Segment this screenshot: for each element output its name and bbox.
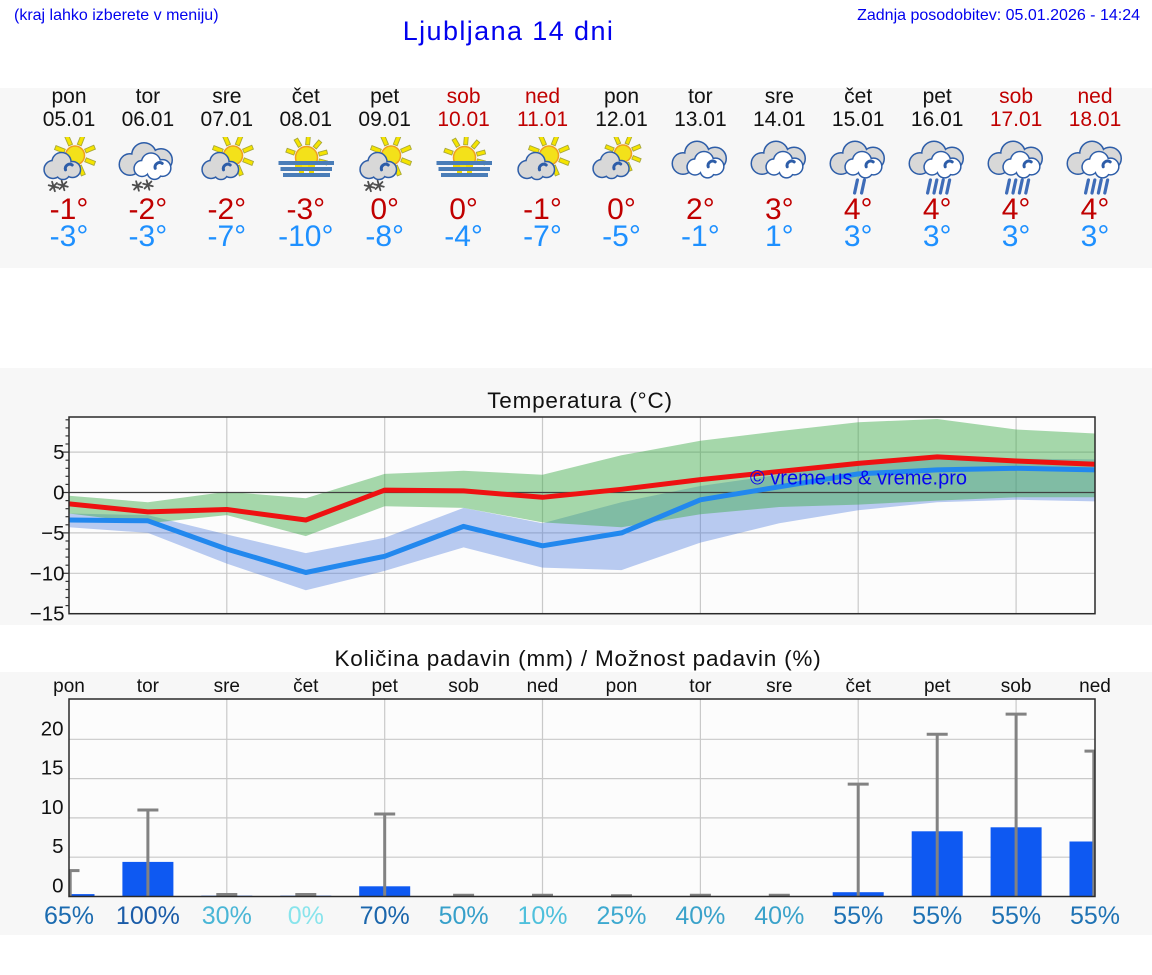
svg-text:čet: čet: [293, 676, 319, 697]
svg-text:−15: −15: [30, 603, 65, 626]
svg-text:−5: −5: [41, 522, 64, 545]
svg-text:ned: ned: [527, 676, 559, 697]
svg-text:čet: čet: [846, 676, 872, 697]
svg-text:15: 15: [41, 757, 64, 780]
svg-text:40%: 40%: [675, 902, 725, 930]
svg-text:55%: 55%: [991, 902, 1041, 930]
svg-text:© vreme.us & vreme.pro: © vreme.us & vreme.pro: [750, 468, 967, 490]
svg-text:10: 10: [41, 796, 64, 819]
svg-text:55%: 55%: [833, 902, 883, 930]
svg-text:55%: 55%: [1070, 902, 1120, 930]
svg-text:ned: ned: [1079, 676, 1111, 697]
svg-text:5: 5: [53, 441, 64, 464]
svg-text:0: 0: [53, 482, 64, 505]
svg-text:10%: 10%: [517, 902, 567, 930]
svg-text:Temperatura (°C): Temperatura (°C): [487, 388, 673, 413]
svg-text:tor: tor: [137, 676, 160, 697]
svg-text:pet: pet: [924, 676, 951, 697]
svg-text:sre: sre: [766, 676, 792, 697]
svg-text:sob: sob: [1001, 676, 1032, 697]
svg-text:70%: 70%: [360, 902, 410, 930]
svg-text:40%: 40%: [754, 902, 804, 930]
svg-text:−10: −10: [30, 562, 65, 585]
svg-text:55%: 55%: [912, 902, 962, 930]
svg-text:5: 5: [52, 835, 63, 858]
svg-text:20: 20: [41, 717, 64, 740]
svg-text:100%: 100%: [116, 902, 180, 930]
svg-text:0: 0: [52, 875, 63, 898]
svg-text:65%: 65%: [44, 902, 94, 930]
svg-text:tor: tor: [689, 676, 712, 697]
svg-text:50%: 50%: [439, 902, 489, 930]
svg-text:sre: sre: [214, 676, 240, 697]
svg-text:pon: pon: [53, 676, 85, 697]
svg-text:30%: 30%: [202, 902, 252, 930]
svg-text:pet: pet: [371, 676, 398, 697]
svg-text:0%: 0%: [288, 902, 324, 930]
svg-text:sob: sob: [448, 676, 479, 697]
svg-text:pon: pon: [606, 676, 638, 697]
svg-text:25%: 25%: [596, 902, 646, 930]
svg-text:Količina padavin (mm) / Možnos: Količina padavin (mm) / Možnost padavin …: [334, 646, 821, 671]
